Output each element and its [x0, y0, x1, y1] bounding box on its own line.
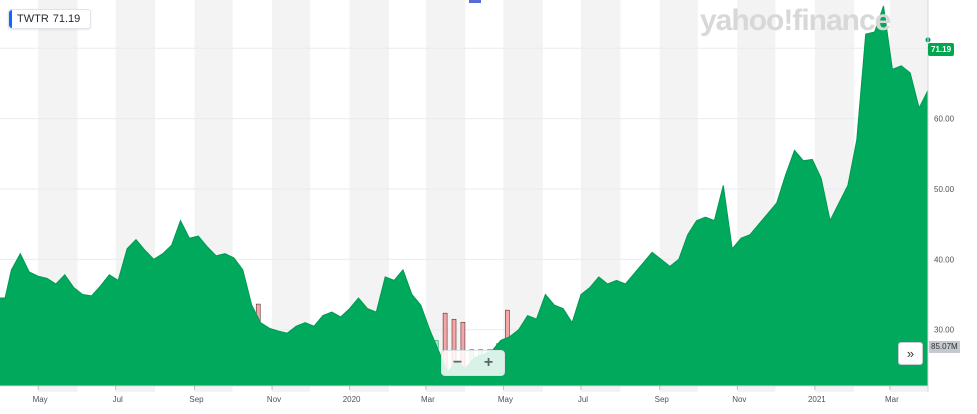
y-tick-label: 60.00: [934, 115, 955, 124]
range-marker: [469, 0, 481, 3]
zoom-control: − +: [441, 350, 505, 376]
x-tick-label: Jul: [578, 395, 588, 404]
x-tick-label: May: [498, 395, 513, 404]
x-tick-label: 2020: [343, 395, 361, 404]
yahoo-finance-logo: yahoo!finance: [700, 4, 891, 37]
x-tick-label: Nov: [732, 395, 746, 404]
x-tick-label: Jul: [113, 395, 123, 404]
y-tick-label: 30.00: [934, 326, 955, 335]
x-tick-label: Sep: [655, 395, 670, 404]
y-tick-label: 40.00: [934, 255, 955, 264]
price-area-fill: [0, 6, 928, 386]
x-tick-label: Nov: [267, 395, 281, 404]
x-tick-label: 2021: [808, 395, 826, 404]
x-tick-label: Sep: [189, 395, 204, 404]
last-price-tag: 71.19: [928, 43, 955, 56]
ticker-last-price: 71.19: [52, 13, 81, 25]
x-axis: May Jul Sep Nov 2020 Mar May Jul Sep Nov 2021 Mar: [0, 385, 928, 404]
zoom-in-button[interactable]: +: [483, 354, 494, 371]
ticker-symbol: TWTR: [17, 13, 49, 25]
series-color-swatch: [9, 10, 12, 28]
x-tick-label: Mar: [421, 395, 435, 404]
zoom-out-button[interactable]: −: [452, 354, 463, 371]
y-tick-label: 50.00: [934, 185, 955, 194]
x-tick-label: Mar: [885, 395, 899, 404]
x-tick-label: May: [33, 395, 48, 404]
volume-tag: 85.07M: [929, 341, 960, 353]
ticker-badge[interactable]: TWTR 71.19: [8, 9, 92, 29]
scroll-right-button[interactable]: »: [898, 342, 923, 365]
